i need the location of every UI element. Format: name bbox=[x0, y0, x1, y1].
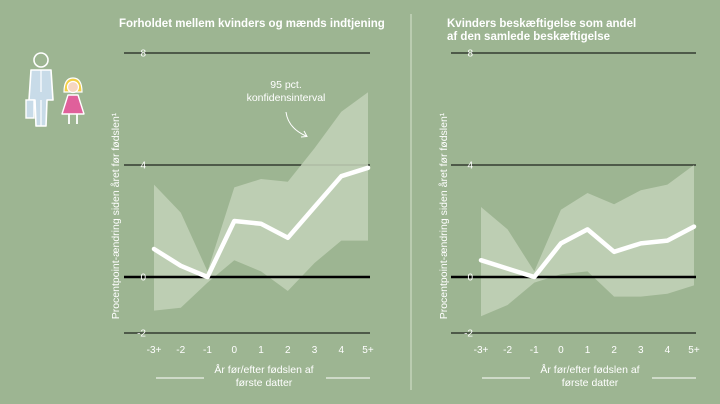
father-icon bbox=[25, 52, 54, 127]
chart-title-line-1: Kvinders beskæftigelse som andel bbox=[447, 18, 636, 30]
x-tick-label: 1 bbox=[585, 345, 591, 356]
x-tick-label: -2 bbox=[176, 345, 185, 356]
x-axis-label-line-2: første datter bbox=[562, 377, 619, 389]
x-tick-label: 0 bbox=[558, 345, 564, 356]
employment-chart: Kvinders beskæftigelse som andel af den … bbox=[438, 18, 700, 389]
y-ticks: 8 4 0 -2 bbox=[137, 49, 146, 340]
x-tick-label: -1 bbox=[530, 345, 539, 356]
y-tick-label: 0 bbox=[467, 273, 473, 284]
annotation-arrow bbox=[285, 111, 307, 137]
annotation-line-2: konfidensinterval bbox=[247, 92, 326, 104]
x-axis-label: År før/efter fødslen af første datter bbox=[156, 363, 370, 389]
y-tick-label: 8 bbox=[140, 49, 146, 60]
gridlines bbox=[451, 52, 696, 334]
ci-annotation: 95 pct. konfidensinterval bbox=[247, 79, 326, 138]
daughter-icon bbox=[61, 77, 85, 124]
x-tick-label: 5+ bbox=[688, 345, 700, 356]
family-icon bbox=[25, 52, 85, 127]
x-tick-label: -1 bbox=[203, 345, 212, 356]
x-axis-label-line-2: første datter bbox=[236, 377, 293, 389]
chart-title-line-2: af den samlede beskæftigelse bbox=[447, 31, 610, 43]
x-tick-label: 3 bbox=[638, 345, 644, 356]
y-tick-label: 4 bbox=[467, 161, 473, 172]
x-axis-label-line-1: År før/efter fødslen af bbox=[214, 363, 313, 376]
data-line bbox=[151, 165, 371, 280]
x-tick-label: 2 bbox=[285, 345, 291, 356]
y-tick-label: 0 bbox=[140, 273, 146, 284]
x-tick-label: -3+ bbox=[147, 345, 162, 356]
x-axis-label: År før/efter fødslen af første datter bbox=[482, 363, 696, 389]
y-tick-label: -2 bbox=[137, 329, 146, 340]
y-axis-label: Procentpoint-ændring siden året før føds… bbox=[438, 112, 450, 319]
x-tick-label: 1 bbox=[258, 345, 264, 356]
x-tick-label: -3+ bbox=[474, 345, 489, 356]
chart-title: Forholdet mellem kvinders og mænds indtj… bbox=[119, 18, 385, 30]
y-tick-label: 4 bbox=[140, 161, 146, 172]
earnings-chart: Forholdet mellem kvinders og mænds indtj… bbox=[110, 18, 385, 389]
x-tick-label: 3 bbox=[312, 345, 318, 356]
x-axis-label-line-1: År før/efter fødslen af bbox=[540, 363, 639, 376]
y-axis-label: Procentpoint-ændring siden året før føds… bbox=[110, 112, 122, 319]
y-ticks: 8 4 0 -2 bbox=[464, 49, 473, 340]
x-ticks: -3+ -2 -1 0 1 2 3 4 5+ bbox=[147, 345, 374, 356]
x-ticks: -3+ -2 -1 0 1 2 3 4 5+ bbox=[474, 345, 700, 356]
y-tick-label: 8 bbox=[467, 49, 473, 60]
x-tick-label: 4 bbox=[338, 345, 344, 356]
x-tick-label: 4 bbox=[665, 345, 671, 356]
data-line bbox=[478, 224, 697, 280]
annotation-line-1: 95 pct. bbox=[270, 79, 302, 91]
confidence-band bbox=[154, 92, 368, 311]
y-tick-label: -2 bbox=[464, 329, 473, 340]
x-tick-label: 2 bbox=[611, 345, 617, 356]
x-tick-label: 0 bbox=[231, 345, 237, 356]
x-tick-label: -2 bbox=[503, 345, 512, 356]
x-tick-label: 5+ bbox=[362, 345, 374, 356]
